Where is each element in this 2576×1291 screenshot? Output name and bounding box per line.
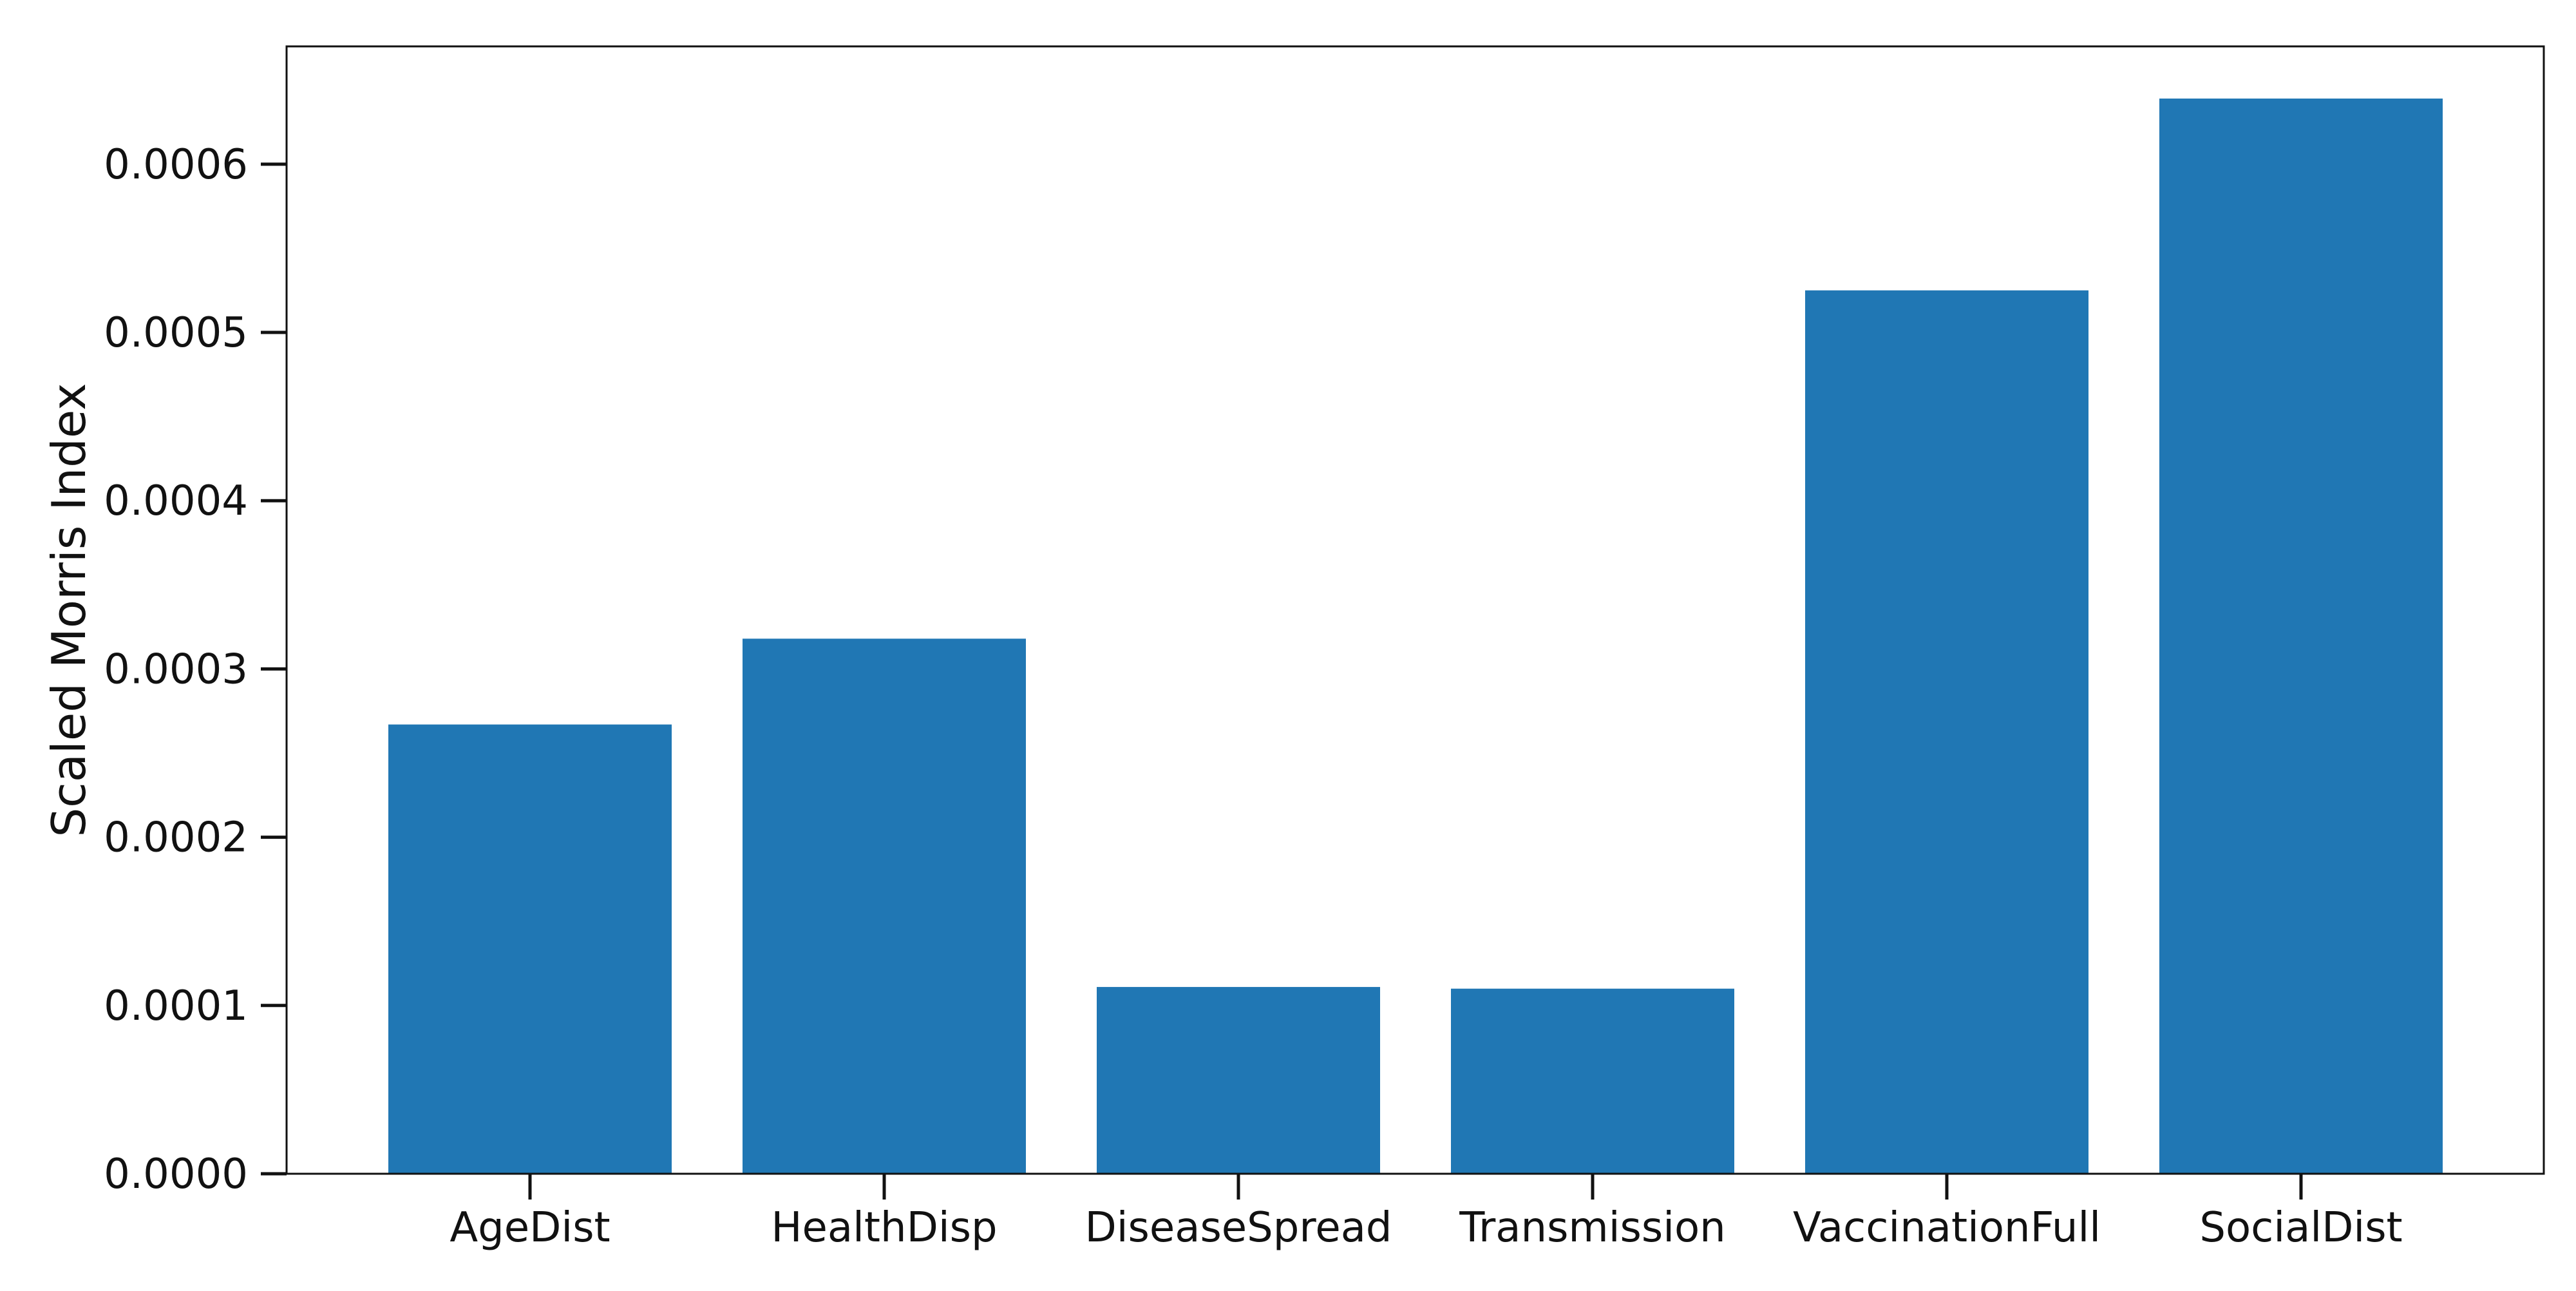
plot-frame <box>285 45 2545 1175</box>
x-tick-label: AgeDist <box>450 1204 610 1252</box>
bar-diseasespread <box>1097 987 1380 1174</box>
x-tick-label: VaccinationFull <box>1793 1204 2101 1252</box>
x-tick-label: SocialDist <box>2199 1204 2402 1252</box>
y-tick-label: 0.0003 <box>104 646 248 693</box>
bar-healthdisp <box>743 638 1026 1174</box>
x-tick-label: HealthDisp <box>771 1204 997 1252</box>
y-tick-label: 0.0002 <box>104 814 248 862</box>
y-tick-label: 0.0006 <box>104 141 248 189</box>
y-tick-label: 0.0000 <box>104 1151 248 1198</box>
x-tick-label: DiseaseSpread <box>1084 1204 1392 1252</box>
bar-agedist <box>388 724 672 1174</box>
bar-socialdist <box>2159 98 2443 1174</box>
bars-layer <box>388 98 2443 1174</box>
y-axis-label: Scaled Morris Index <box>42 383 96 837</box>
x-tick-label: Transmission <box>1459 1204 1725 1252</box>
bar-vaccinationfull <box>1805 290 2088 1174</box>
y-tick-label: 0.0004 <box>104 477 248 525</box>
x-axis: AgeDist HealthDisp DiseaseSpread Transmissi… <box>450 1174 2403 1252</box>
y-tick-label: 0.0005 <box>104 309 248 357</box>
bar-transmission <box>1451 988 1734 1174</box>
y-tick-label: 0.0001 <box>104 982 248 1030</box>
y-axis: 0.0000 0.0001 0.0002 0.0003 0.0004 0.0005 0.00… <box>104 141 287 1198</box>
